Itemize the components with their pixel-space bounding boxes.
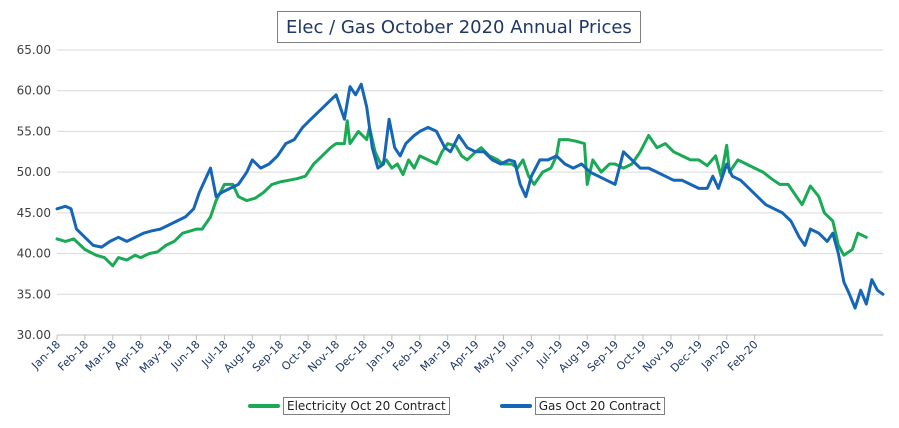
x-tick-label: Mar-18: [83, 338, 119, 374]
legend-label-gas: Gas Oct 20 Contract: [534, 397, 665, 415]
x-tick-label: Mar-19: [418, 338, 454, 374]
x-tick-label: Dec-19: [668, 338, 705, 375]
legend: Electricity Oct 20 Contract Gas Oct 20 C…: [248, 397, 715, 415]
y-tick-label: 55.00: [17, 124, 51, 138]
y-tick-label: 50.00: [17, 165, 51, 179]
x-tick-label: Jun-18: [168, 338, 203, 373]
y-tick-label: 65.00: [17, 43, 51, 57]
x-tick-label: Feb-20: [725, 338, 761, 374]
legend-entry-gas: Gas Oct 20 Contract: [499, 397, 665, 415]
y-tick-label: 40.00: [17, 247, 51, 261]
legend-swatch-gas: [499, 404, 532, 408]
y-tick-label: 60.00: [17, 84, 51, 98]
legend-entry-electricity: Electricity Oct 20 Contract: [248, 397, 450, 415]
x-tick-label: Jun-19: [503, 338, 538, 373]
y-tick-label: 30.00: [17, 328, 51, 342]
y-tick-label: 35.00: [17, 287, 51, 301]
x-tick-label: Dec-18: [333, 338, 370, 375]
chart-title-box: Elec / Gas October 2020 Annual Prices: [277, 11, 641, 43]
x-tick-label: Sep-19: [585, 338, 622, 375]
series-line-gas: [55, 82, 885, 310]
chart-title: Elec / Gas October 2020 Annual Prices: [286, 16, 632, 38]
series-line-electricity: [55, 119, 868, 268]
legend-swatch-electricity: [248, 404, 280, 408]
y-tick-label: 45.00: [17, 206, 51, 220]
x-tick-label: Sep-18: [250, 338, 287, 375]
legend-label-electricity: Electricity Oct 20 Contract: [283, 397, 450, 415]
